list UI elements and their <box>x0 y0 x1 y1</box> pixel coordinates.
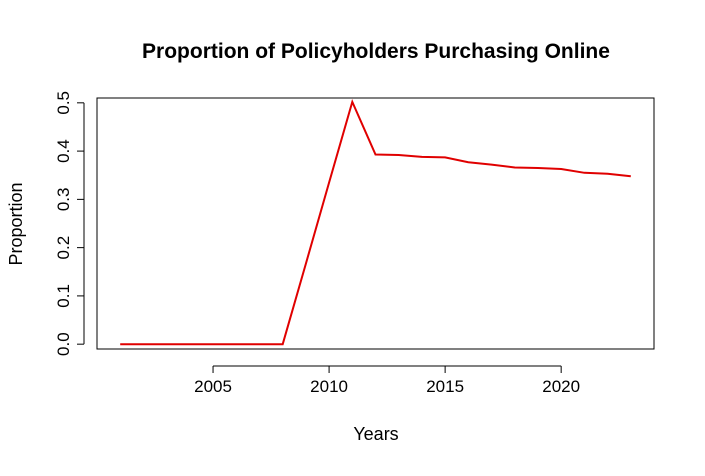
y-tick-label: 0.0 <box>54 332 73 356</box>
y-tick-label: 0.4 <box>54 139 73 163</box>
y-tick-label: 0.2 <box>54 236 73 260</box>
x-tick-label: 2020 <box>542 377 580 396</box>
x-tick-label: 2005 <box>194 377 232 396</box>
x-tick-label: 2010 <box>310 377 348 396</box>
x-tick-label: 2015 <box>426 377 464 396</box>
x-axis: 2005 2010 2015 2020 <box>194 365 580 396</box>
series-line <box>120 98 631 346</box>
series-layer <box>120 98 631 346</box>
plot-frame <box>96 97 655 350</box>
y-tick-label: 0.5 <box>54 91 73 115</box>
chart-title: Proportion of Policyholders Purchasing O… <box>142 40 610 63</box>
y-tick-label: 0.3 <box>54 188 73 212</box>
y-tick-label: 0.1 <box>54 284 73 308</box>
y-axis: 0.0 0.1 0.2 0.3 0.4 0.5 <box>54 91 85 356</box>
y-axis-label: Proportion <box>6 182 26 265</box>
x-axis-label: Years <box>353 424 398 444</box>
